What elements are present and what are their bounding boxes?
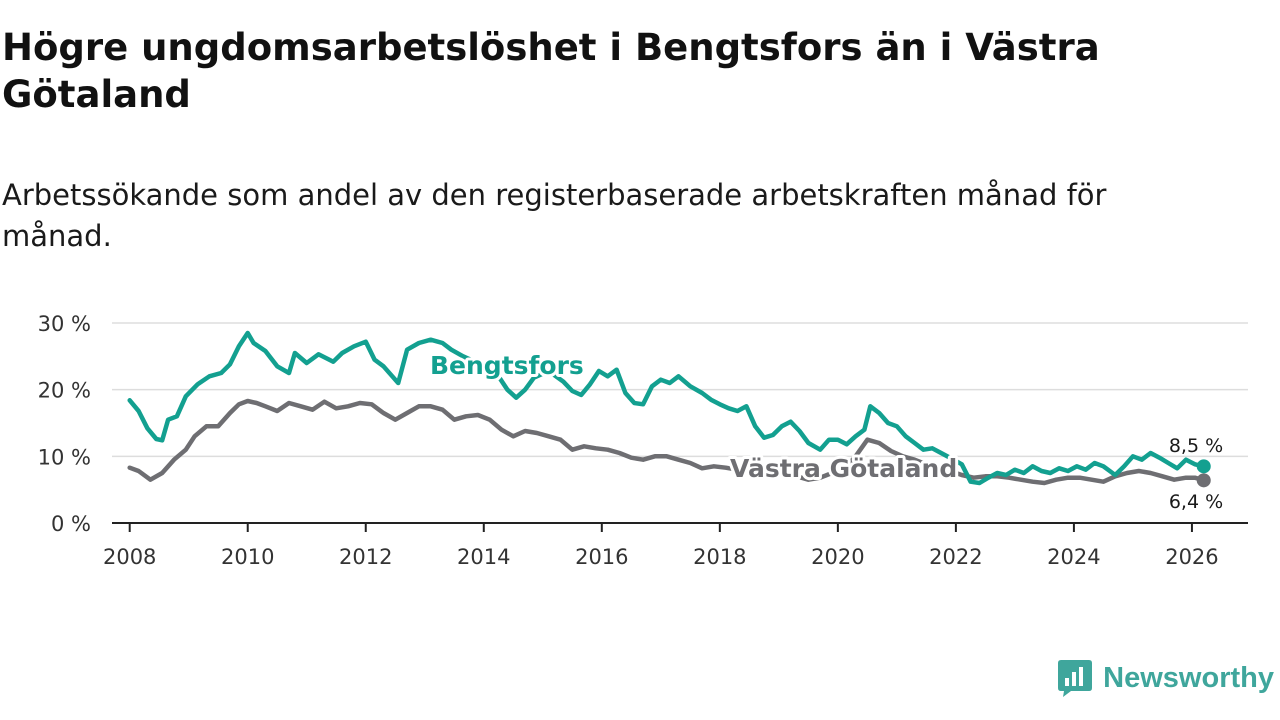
y-tick-label: 10 % xyxy=(38,445,91,469)
x-tick-label: 2024 xyxy=(1047,545,1100,569)
newsworthy-logo-icon xyxy=(1058,660,1093,697)
y-tick-label: 20 % xyxy=(38,379,91,403)
x-tick-label: 2026 xyxy=(1165,545,1218,569)
series-label-vastra-gotaland: Västra Götaland xyxy=(730,454,957,483)
x-tick-label: 2014 xyxy=(457,545,510,569)
x-tick-label: 2008 xyxy=(103,545,156,569)
x-tick-label: 2022 xyxy=(929,545,982,569)
x-tick-label: 2018 xyxy=(693,545,746,569)
chart-title: Högre ungdomsarbetslöshet i Bengtsfors ä… xyxy=(2,26,1100,116)
y-axis-ticks: 0 % 10 % 20 % 30 % xyxy=(38,312,91,536)
x-axis-ticks: 2008 2010 2012 2014 2016 2018 2020 2022 2024 2026 xyxy=(103,523,1219,569)
gridlines xyxy=(112,322,1248,458)
series-label-bengtsfors: Bengtsfors xyxy=(430,351,584,380)
brand-name: Newsworthy xyxy=(1103,661,1274,694)
chart-subtitle: Arbetssökande som andel av den registerb… xyxy=(2,178,1107,253)
end-value-label-vastra-gotaland: 6,4 % xyxy=(1169,491,1223,513)
x-tick-label: 2012 xyxy=(339,545,392,569)
series-line-vastra-gotaland xyxy=(127,398,1206,486)
y-tick-label: 0 % xyxy=(51,512,91,536)
end-value-label-bengtsfors: 8,5 % xyxy=(1169,435,1223,457)
series-labels: Bengtsfors Västra Götaland 8,5 % 6,4 % xyxy=(427,348,1223,513)
y-tick-label: 30 % xyxy=(38,312,91,336)
end-point-vastra-gotaland xyxy=(1196,473,1211,488)
series-line-bengtsfors xyxy=(127,330,1206,486)
x-tick-label: 2020 xyxy=(811,545,864,569)
end-point-bengtsfors xyxy=(1196,459,1211,474)
brand-logo: Newsworthy xyxy=(1057,658,1274,698)
x-tick-label: 2010 xyxy=(221,545,274,569)
series-lines xyxy=(127,330,1211,488)
x-tick-label: 2016 xyxy=(575,545,628,569)
